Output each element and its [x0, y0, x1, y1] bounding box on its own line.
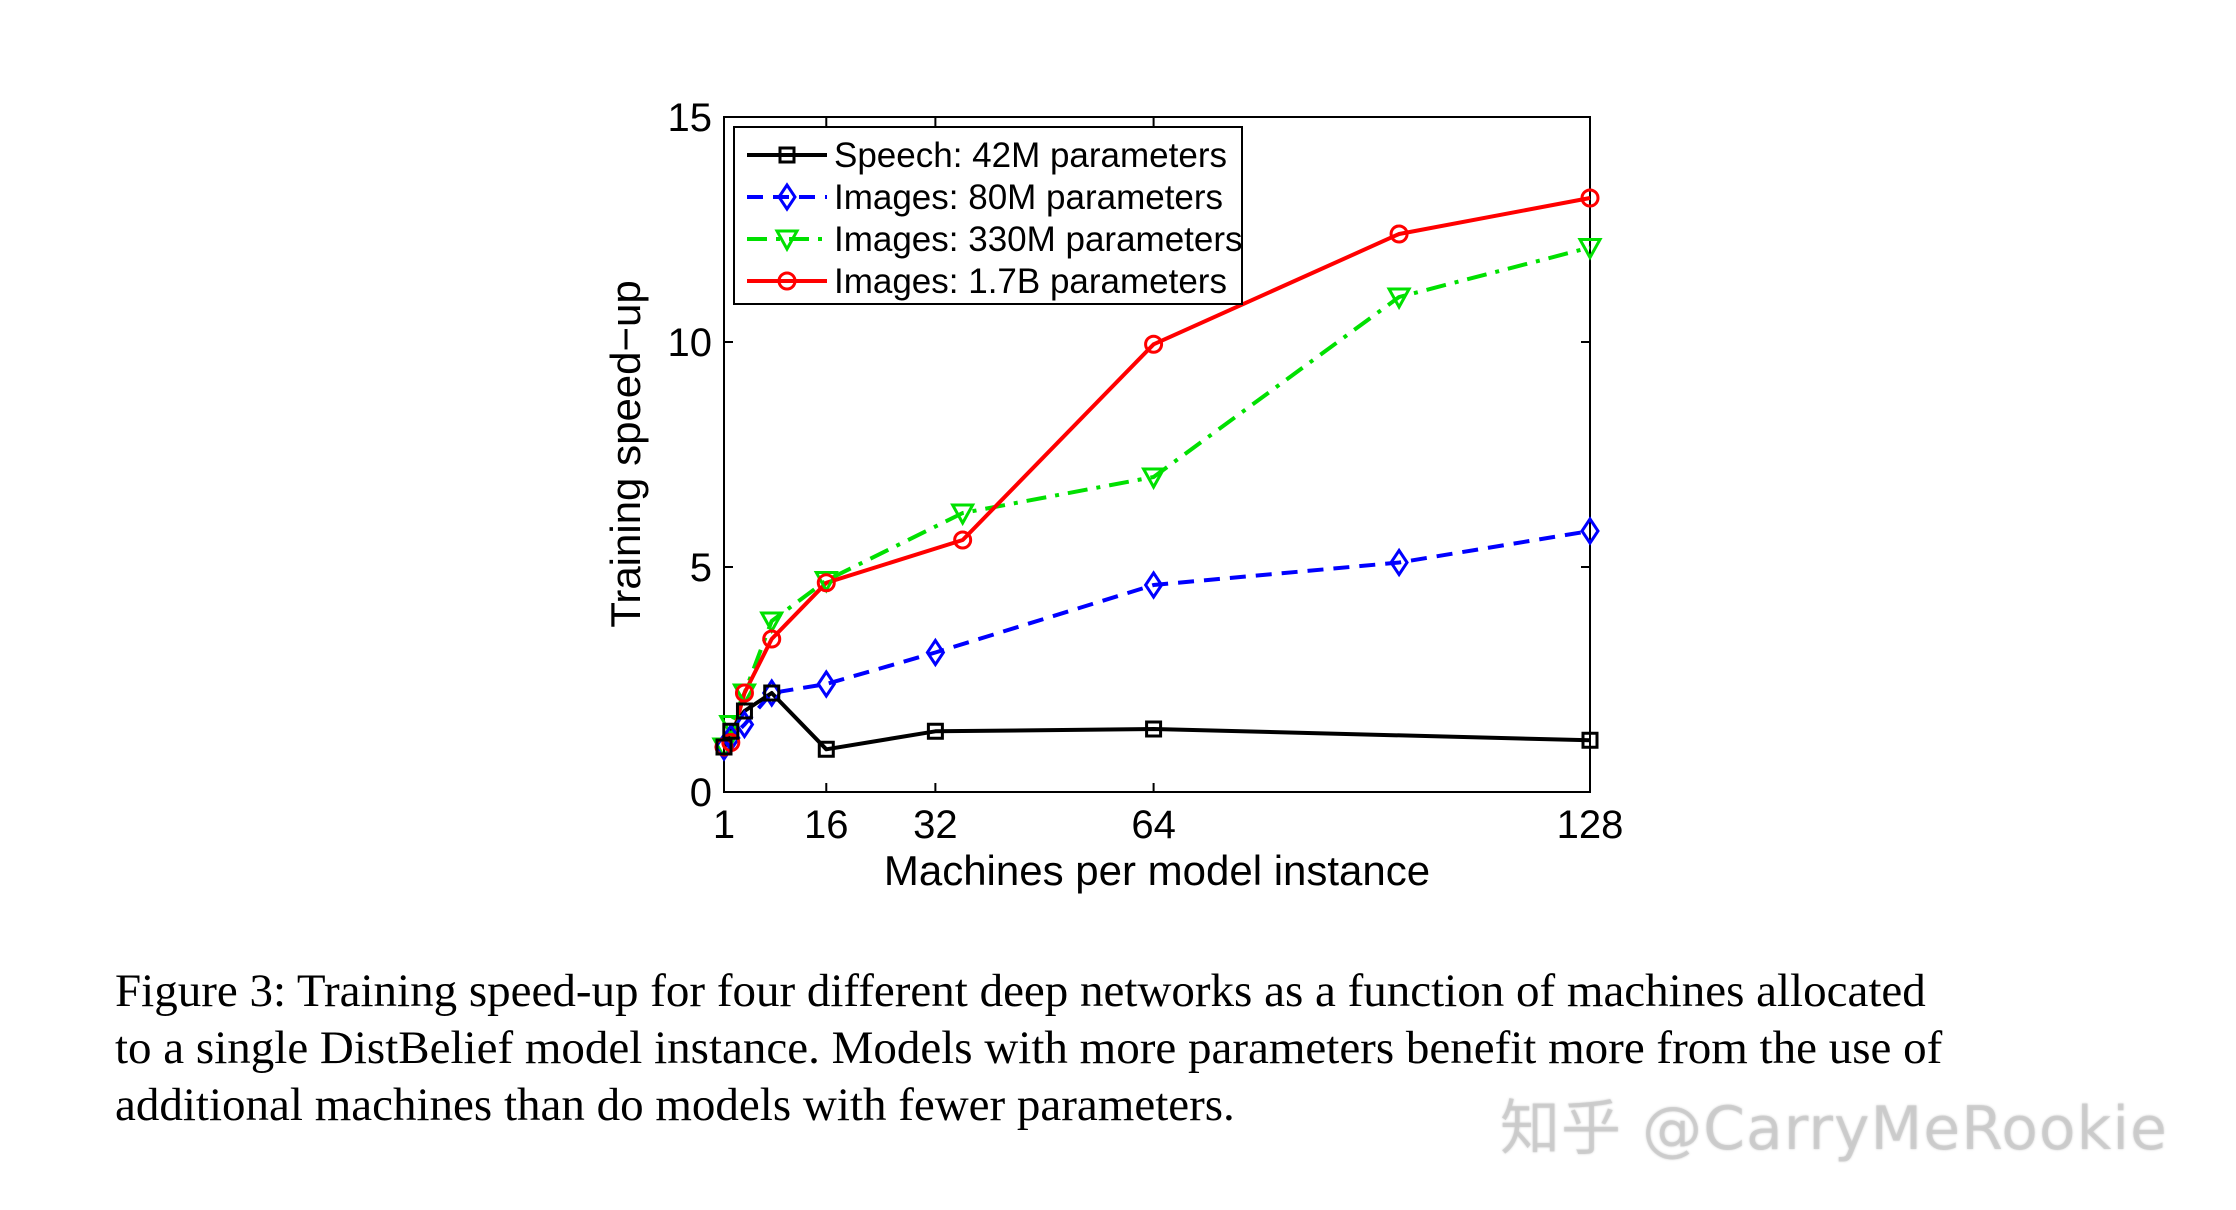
axis-ticks: 1 16 32 64 128 0 5 10 15: [668, 96, 1624, 847]
series-markers: [711, 188, 1603, 762]
figure-caption: Figure 3: Training speed-up for four dif…: [115, 963, 2160, 1134]
data-point-marker: [1386, 287, 1412, 311]
data-point-marker: [1144, 334, 1164, 354]
x-axis-label: Machines per model instance: [884, 847, 1430, 894]
x-tick-label: 1: [713, 803, 735, 847]
legend-label: Images: 1.7B parameters: [834, 262, 1227, 301]
data-point-marker: [762, 629, 782, 649]
legend-marker: [778, 146, 796, 164]
y-tick-label: 15: [668, 96, 713, 140]
data-point-marker: [816, 669, 837, 699]
data-point-marker: [722, 722, 740, 740]
data-point-marker: [953, 530, 973, 550]
data-point-marker: [1141, 467, 1167, 491]
y-axis-label: Training speed−up: [602, 280, 649, 628]
data-point-marker: [1389, 547, 1409, 578]
data-point-marker: [735, 702, 753, 720]
legend-marker: [777, 271, 797, 291]
legend-label: Images: 80M parameters: [834, 178, 1223, 217]
data-point-marker: [1143, 570, 1164, 600]
legend-marker: [774, 229, 800, 253]
data-point-marker: [734, 683, 754, 703]
data-point-marker: [926, 722, 944, 740]
data-point-marker: [816, 573, 836, 593]
y-tick-label: 5: [690, 546, 712, 590]
x-tick-label: 64: [1131, 803, 1176, 847]
data-point-marker: [1580, 516, 1600, 546]
data-point-marker: [1145, 720, 1163, 738]
caption-line-1: Figure 3: Training speed-up for four dif…: [115, 965, 1926, 1017]
data-point-marker: [1577, 238, 1603, 261]
data-point-marker: [759, 611, 785, 635]
data-point-marker: [813, 571, 839, 594]
data-point-marker: [817, 740, 835, 758]
x-tick-label: 32: [913, 803, 958, 847]
y-tick-label: 10: [668, 321, 713, 365]
x-tick-label: 16: [804, 803, 849, 847]
x-tick-label: 128: [1557, 803, 1624, 847]
data-point-marker: [950, 503, 976, 527]
data-point-marker: [1580, 188, 1600, 208]
data-point-marker: [763, 684, 781, 702]
legend-marker: [777, 182, 797, 212]
data-point-marker: [925, 637, 946, 668]
caption-line-2: to a single DistBelief model instance. M…: [115, 1022, 1943, 1074]
data-point-marker: [761, 678, 782, 708]
data-point-marker: [1389, 224, 1409, 244]
caption-line-3: additional machines than do models with …: [115, 1079, 1235, 1131]
data-point-marker: [715, 738, 733, 756]
watermark: 知乎 @CarryMeRookie: [1500, 1094, 2168, 1164]
data-point-marker: [1581, 731, 1599, 749]
y-tick-label: 0: [690, 771, 712, 815]
legend-label: Images: 330M parameters: [834, 220, 1243, 259]
legend-label: Speech: 42M parameters: [834, 136, 1227, 175]
data-point-marker: [734, 709, 755, 740]
series-line: [722, 529, 1591, 749]
